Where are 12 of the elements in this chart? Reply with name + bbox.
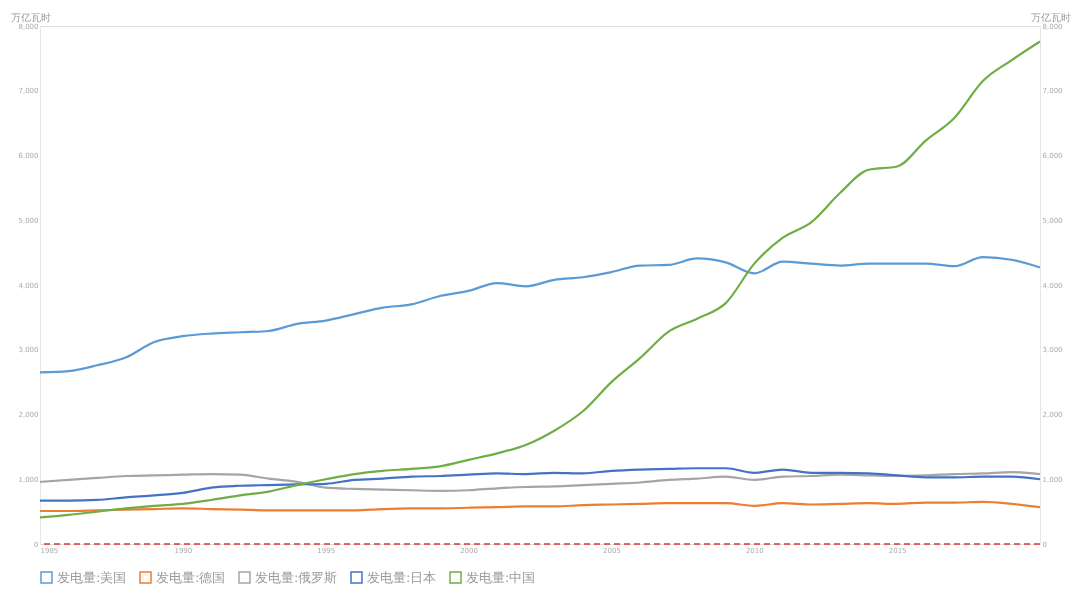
legend-label: 发电量:美国 (57, 569, 127, 585)
line-series (38, 500, 1042, 513)
y2-axis-title: 万亿瓦时 (1030, 11, 1071, 23)
y-axis-title: 万亿瓦时 (10, 11, 51, 23)
legend-label: 发电量:日本 (367, 569, 437, 585)
legend-label: 发电量:德国 (156, 569, 226, 585)
line-series (38, 256, 1042, 374)
line-series (38, 40, 1042, 519)
legend-label: 发电量:俄罗斯 (255, 569, 338, 585)
legend-label: 发电量:中国 (466, 569, 536, 585)
line-series (38, 471, 1042, 493)
line-series (38, 467, 1042, 502)
